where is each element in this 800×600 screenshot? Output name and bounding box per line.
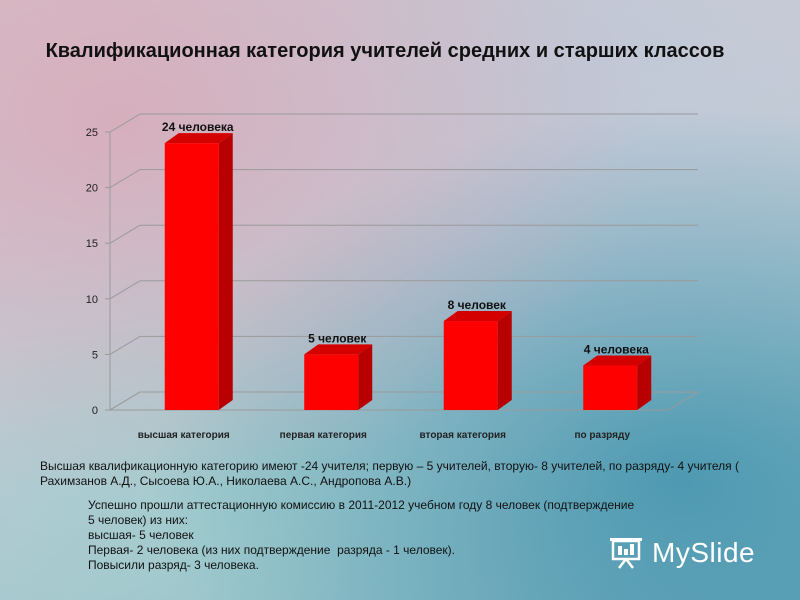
y-tick-label: 15	[86, 238, 98, 250]
bar-side	[358, 344, 373, 410]
x-tick-label: первая категория	[280, 430, 367, 441]
projector-screen-icon	[610, 538, 642, 569]
bar-chart: 0 5 10 15 20 25 24 человека высшая категория 5 …	[86, 113, 700, 441]
myslide-logo: MySlide	[608, 536, 755, 570]
data-label: 8 человек	[448, 298, 507, 312]
bars	[164, 133, 652, 410]
bar-side	[637, 355, 652, 410]
data-label: 5 человек	[308, 331, 367, 345]
y-tick-label: 0	[92, 405, 98, 417]
gridline-depth	[109, 335, 141, 355]
bar	[443, 321, 498, 410]
attestation-line: высшая- 5 человек	[88, 528, 194, 542]
labels: 24 человека высшая категория 5 человек перв…	[138, 120, 649, 441]
bar-side	[218, 133, 233, 410]
data-label: 24 человека	[162, 120, 234, 134]
bar-side	[497, 311, 512, 410]
y-tick-label: 25	[86, 127, 98, 139]
bar-top	[443, 311, 512, 322]
attestation-line: 5 человек) из них:	[88, 513, 189, 527]
y-tick-label: 20	[86, 183, 98, 195]
floor-edge	[109, 391, 141, 411]
x-tick-label: высшая категория	[138, 430, 230, 441]
gridline-depth	[109, 280, 141, 300]
gridline-depth	[109, 113, 141, 133]
bar-top	[304, 344, 373, 355]
summary-paragraph: Высшая квалификационную категорию имеют …	[40, 459, 739, 488]
x-tick-label: вторая категория	[420, 430, 507, 441]
attestation-line: Успешно прошли аттестационную комиссию в…	[88, 498, 635, 512]
bar	[304, 354, 359, 410]
y-axis: 0 5 10 15 20 25	[86, 127, 111, 417]
logo-text: MySlide	[652, 537, 756, 568]
attestation-paragraph: Успешно прошли аттестационную комиссию в…	[88, 498, 728, 573]
chart-title: Квалификационная категория учителей сред…	[45, 40, 725, 62]
bar	[583, 365, 638, 410]
data-label: 4 человека	[584, 343, 649, 357]
gridline-depth	[109, 224, 141, 244]
chart-grid	[108, 113, 700, 411]
gridline-depth	[109, 169, 141, 189]
y-tick-label: 5	[92, 349, 98, 361]
x-tick-label: по разряду	[574, 430, 630, 441]
bar	[164, 143, 219, 410]
attestation-line: Первая- 2 человека (из них подтверждение…	[88, 543, 455, 557]
bar-top	[583, 355, 652, 366]
y-tick-label: 10	[86, 294, 98, 306]
attestation-line: Повысили разряд- 3 человека.	[88, 558, 259, 572]
bar-top	[164, 133, 233, 144]
